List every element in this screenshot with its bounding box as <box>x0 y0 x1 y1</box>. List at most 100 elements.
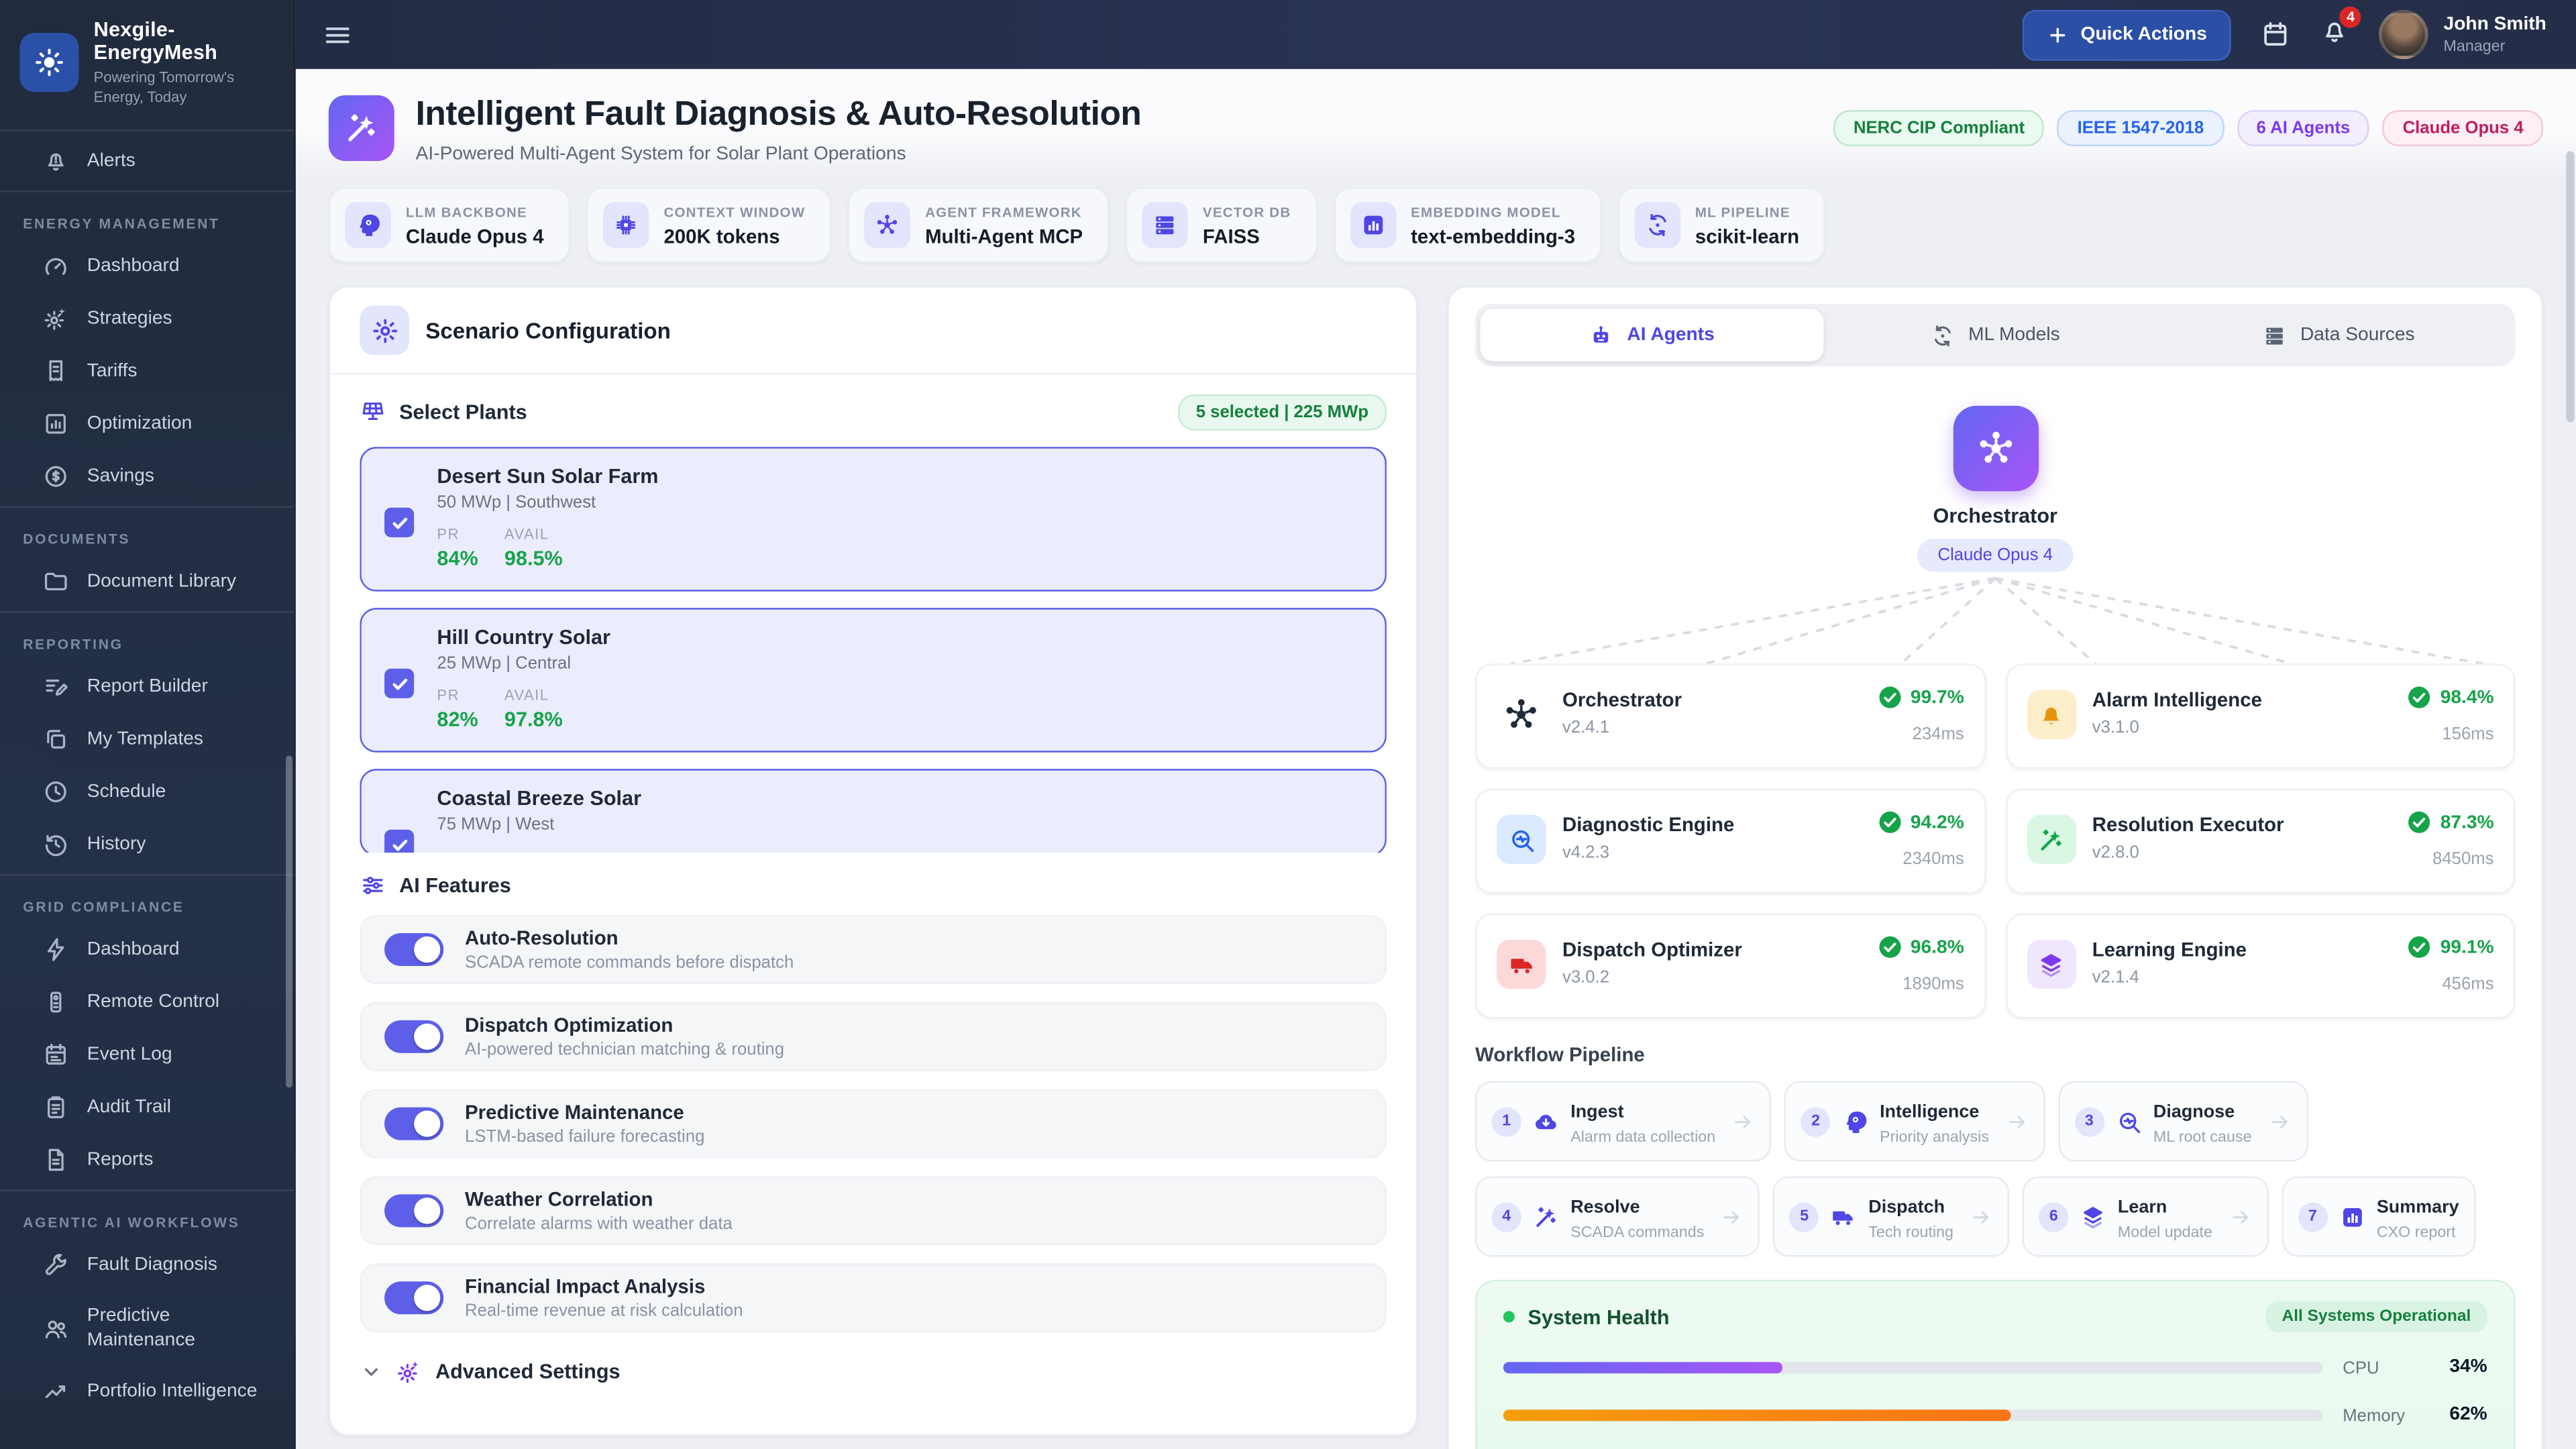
sidebar-item-my-templates[interactable]: My Templates <box>0 714 294 766</box>
edit-list-icon <box>43 674 69 700</box>
selected-plants-badge: 5 selected | 225 MWp <box>1177 394 1387 431</box>
gauge-icon <box>43 254 69 280</box>
advanced-settings-toggle[interactable]: Advanced Settings <box>360 1350 1387 1408</box>
auto-resolution-toggle[interactable] <box>384 933 444 967</box>
bell-icon <box>2026 690 2076 740</box>
sidebar-item-document-library[interactable]: Document Library <box>0 556 294 608</box>
toggle-knob <box>414 936 441 963</box>
plant-checkbox[interactable] <box>384 668 415 698</box>
user-role: Manager <box>2443 37 2506 56</box>
agent-card-learning-engine: Learning Engine v2.1.4 99.1% 456ms <box>2004 913 2516 1019</box>
arrow-right-icon <box>1970 1205 1993 1228</box>
solar-panel-icon <box>360 399 386 425</box>
arrow-right-icon <box>2268 1110 2291 1132</box>
quick-actions-button[interactable]: Quick Actions <box>2023 9 2232 60</box>
zap-icon <box>43 937 69 963</box>
workflow-step-dispatch: 5 Dispatch Tech routing <box>1773 1176 2010 1257</box>
gear-sparkle-icon <box>43 306 69 332</box>
users-icon <box>43 1316 69 1342</box>
plant-checkbox[interactable] <box>384 507 415 537</box>
sidebar-section-agentic-ai: AGENTIC AI WORKFLOWS <box>23 1214 240 1232</box>
feature-auto-resolution: Auto-Resolution SCADA remote commands bef… <box>360 915 1387 984</box>
calendar-icon[interactable] <box>2261 19 2291 49</box>
receipt-icon <box>43 359 69 385</box>
sidebar-item-savings[interactable]: Savings <box>0 451 294 503</box>
cpu-bar <box>1503 1362 1782 1374</box>
weather-correlation-toggle[interactable] <box>384 1194 444 1228</box>
check-icon <box>388 673 410 694</box>
gear-sparkle-icon <box>396 1358 422 1385</box>
sidebar-item-fault-diagnosis[interactable]: Fault Diagnosis <box>0 1239 294 1291</box>
folder-icon <box>43 569 69 595</box>
badge-nerc: NERC CIP Compliant <box>1833 110 2045 146</box>
divider <box>0 506 294 508</box>
plant-card-desert-sun[interactable]: Desert Sun Solar Farm 50 MWp | Southwest… <box>360 447 1387 592</box>
notifications-button[interactable]: 4 <box>2320 4 2363 53</box>
arrow-right-icon <box>2006 1110 2029 1132</box>
sidebar-item-schedule[interactable]: Schedule <box>0 766 294 818</box>
layers-icon <box>2080 1203 2106 1230</box>
orchestrator-name: Orchestrator <box>1933 504 2058 528</box>
trend-icon <box>43 1379 69 1405</box>
sidebar-item-predictive-maintenance[interactable]: Predictive Maintenance <box>0 1292 294 1366</box>
compliance-badges: NERC CIP Compliant IEEE 1547-2018 6 AI A… <box>1833 110 2544 146</box>
sidebar-item-report-builder[interactable]: Report Builder <box>0 661 294 713</box>
hamburger-menu-icon[interactable] <box>322 19 354 50</box>
health-metric-memory: Memory 62% <box>1503 1405 2487 1428</box>
predictive-maintenance-toggle[interactable] <box>384 1107 444 1140</box>
sidebar-item-event-log[interactable]: Event Log <box>0 1029 294 1081</box>
plant-checkbox[interactable] <box>384 829 415 853</box>
check-icon <box>388 512 410 533</box>
sliders-icon <box>360 872 386 898</box>
plant-stats: PR 82% AVAIL 97.8% <box>437 686 563 731</box>
sidebar-item-history[interactable]: History <box>0 819 294 871</box>
robot-icon <box>1589 323 1614 347</box>
plus-icon <box>2048 24 2070 46</box>
financial-impact-toggle[interactable] <box>384 1281 444 1315</box>
sidebar-item-tariffs[interactable]: Tariffs <box>0 345 294 398</box>
tab-ai-agents[interactable]: AI Agents <box>1480 309 1824 362</box>
feature-weather-correlation: Weather Correlation Correlate alarms with… <box>360 1176 1387 1246</box>
agent-card-diagnostic-engine: Diagnostic Engine v4.2.3 94.2% 2340ms <box>1475 788 1986 894</box>
tab-ml-models[interactable]: ML Models <box>1823 309 2167 361</box>
chip-icon <box>602 202 649 248</box>
sidebar-scrollbar[interactable] <box>286 755 292 1088</box>
divider <box>0 874 294 877</box>
divider <box>0 191 294 193</box>
check-circle-icon <box>2408 934 2432 959</box>
sidebar-section-reporting: REPORTING <box>23 636 123 653</box>
divider <box>0 611 294 614</box>
sidebar-item-alerts[interactable]: Alerts <box>0 136 294 188</box>
chip-agent-framework: AGENT FRAMEWORK Multi-Agent MCP <box>847 187 1110 263</box>
sidebar-item-optimization[interactable]: Optimization <box>0 398 294 451</box>
page-scrollbar[interactable] <box>2566 145 2575 1449</box>
sidebar-item-portfolio-intelligence[interactable]: Portfolio Intelligence <box>0 1365 294 1417</box>
plant-list: Desert Sun Solar Farm 50 MWp | Southwest… <box>360 447 1387 853</box>
hub-icon <box>864 202 911 248</box>
sidebar-item-reports[interactable]: Reports <box>0 1134 294 1187</box>
tab-data-sources[interactable]: Data Sources <box>2167 309 2510 361</box>
plant-card-hill-country[interactable]: Hill Country Solar 25 MWp | Central PR 82… <box>360 608 1387 753</box>
badge-ieee: IEEE 1547-2018 <box>2057 110 2224 146</box>
layers-icon <box>2026 939 2076 989</box>
cloud-down-icon <box>1533 1108 1559 1134</box>
dispatch-optimization-toggle[interactable] <box>384 1020 444 1053</box>
scrollbar-thumb[interactable] <box>2566 151 2575 423</box>
user-menu[interactable]: John Smith Manager <box>2379 9 2546 60</box>
truck-icon <box>1831 1203 1857 1230</box>
sidebar-item-remote-control[interactable]: Remote Control <box>0 977 294 1029</box>
agent-card-alarm-intelligence: Alarm Intelligence v3.1.0 98.4% 156ms <box>2004 663 2516 769</box>
history-icon <box>43 832 69 858</box>
orchestrator-model-badge: Claude Opus 4 <box>1918 539 2073 572</box>
plant-card-coastal-breeze[interactable]: Coastal Breeze Solar 75 MWp | West <box>360 769 1387 853</box>
sidebar-section-grid-compliance: GRID COMPLIANCE <box>23 899 184 916</box>
chip-embedding-model: EMBEDDING MODEL text-embedding-3 <box>1334 187 1602 263</box>
sidebar-item-grid-dashboard[interactable]: Dashboard <box>0 924 294 976</box>
sidebar-item-audit-trail[interactable]: Audit Trail <box>0 1081 294 1134</box>
sidebar-section-energy-management: ENERGY MANAGEMENT <box>23 215 220 233</box>
sidebar-item-strategies[interactable]: Strategies <box>0 293 294 345</box>
file-icon <box>43 1147 69 1173</box>
bar-chart-icon <box>2339 1203 2365 1230</box>
sidebar-item-dashboard[interactable]: Dashboard <box>0 240 294 292</box>
